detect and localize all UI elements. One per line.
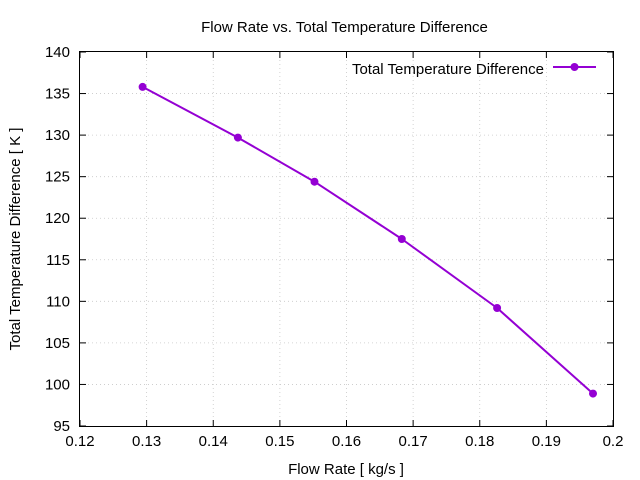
data-point	[233, 133, 242, 142]
plot-frame	[79, 51, 614, 427]
y-tick-label: 110	[46, 293, 70, 310]
x-tick-label: 0.12	[65, 433, 94, 450]
chart-title: Flow Rate vs. Total Temperature Differen…	[201, 19, 488, 36]
x-tick-label: 0.13	[132, 433, 161, 450]
y-axis-label: Total Temperature Difference [ K ]	[7, 128, 24, 351]
y-tick-label: 120	[45, 210, 70, 227]
data-point	[493, 304, 502, 312]
y-tick-label: 105	[45, 335, 70, 352]
grid	[80, 52, 613, 426]
data-point	[589, 389, 597, 398]
x-axis-tick-labels: 0.12 0.13 0.14 0.15 0.16 0.17 0.18 0.19 0.2	[65, 433, 623, 450]
y-axis-tick-labels: 95 100 105 110 115 120 125 130 135 140	[45, 44, 70, 435]
legend-marker	[570, 63, 579, 71]
x-tick-label: 0.17	[399, 433, 428, 450]
y-tick-label: 100	[45, 376, 70, 393]
y-tick-label: 135	[45, 86, 70, 103]
legend: Total Temperature Difference	[352, 61, 596, 78]
series-layer	[138, 82, 597, 398]
y-tick-label: 125	[45, 169, 70, 186]
x-tick-label: 0.16	[332, 433, 361, 450]
data-point	[397, 235, 406, 243]
y-tick-label: 130	[45, 127, 70, 144]
data-point	[310, 177, 319, 186]
x-tick-label: 0.15	[265, 433, 294, 450]
x-tick-label: 0.2	[603, 433, 624, 450]
series-line	[142, 86, 594, 395]
x-tick-label: 0.14	[199, 433, 228, 450]
axis-ticks	[79, 51, 614, 427]
x-tick-label: 0.19	[532, 433, 561, 450]
legend-label: Total Temperature Difference	[352, 61, 544, 78]
x-tick-label: 0.18	[465, 433, 494, 450]
y-tick-label: 115	[46, 252, 70, 269]
y-tick-label: 95	[53, 418, 70, 435]
x-axis-label: Flow Rate [ kg/s ]	[288, 461, 404, 478]
y-tick-label: 140	[45, 44, 70, 61]
data-point	[138, 82, 147, 91]
